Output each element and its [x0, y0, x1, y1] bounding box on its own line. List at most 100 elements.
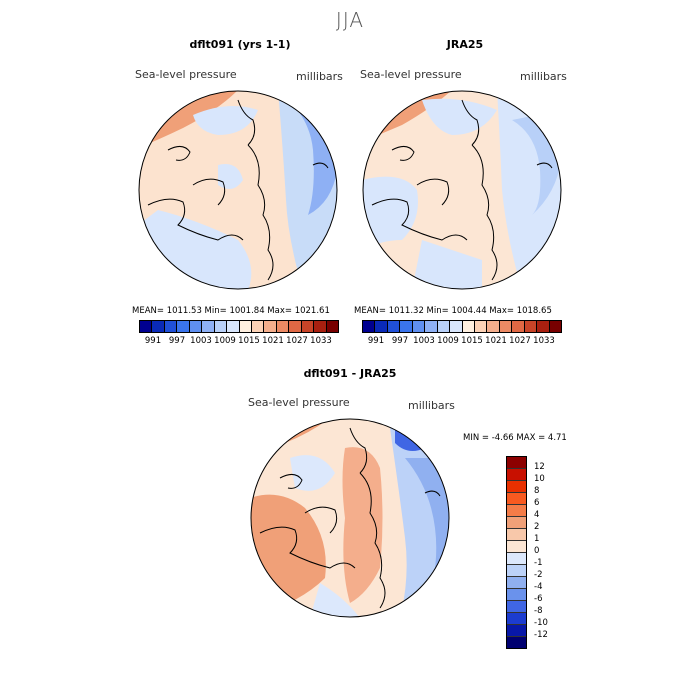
- diff-colorbar-swatch: [507, 505, 526, 517]
- model-colorbar-tick-label: 1027: [286, 336, 308, 346]
- diff-colorbar: [506, 456, 527, 649]
- obs-colorbar-swatch: [474, 321, 488, 332]
- diff-colorbar-tick-label: 12: [534, 462, 545, 472]
- obs-colorbar-swatch: [462, 321, 475, 332]
- model-panel-title: dflt091 (yrs 1-1): [189, 38, 291, 51]
- model-colorbar-tick-label: 1033: [310, 336, 332, 346]
- model-units-label: millibars: [296, 70, 343, 83]
- obs-colorbar-tick-label: 1027: [509, 336, 531, 346]
- obs-colorbar-tick-label: 991: [367, 336, 385, 346]
- obs-colorbar-tick-label: 1015: [461, 336, 483, 346]
- diff-stats: MIN = -4.66 MAX = 4.71: [463, 433, 567, 443]
- diff-positive-region-center: [342, 447, 383, 603]
- obs-colorbar-swatch: [537, 321, 550, 332]
- model-colorbar-ticks: 991 997 1003 1009 1015 1021 1027 1033: [141, 336, 333, 346]
- obs-colorbar-swatch: [387, 321, 401, 332]
- obs-colorbar-swatch: [512, 321, 525, 332]
- diff-colorbar-swatch: [507, 529, 526, 541]
- obs-colorbar-tick-label: 1021: [485, 336, 507, 346]
- diff-colorbar-tick-label: 4: [534, 510, 540, 520]
- model-coastlines: [147, 99, 329, 281]
- obs-colorbar-swatch: [549, 321, 561, 332]
- model-colorbar-swatch: [314, 321, 327, 332]
- obs-units-label: millibars: [520, 70, 567, 83]
- model-colorbar-tick-label: 991: [144, 336, 162, 346]
- obs-low-region-south: [412, 240, 482, 289]
- model-colorbar-swatch: [189, 321, 203, 332]
- diff-polar-map: [250, 418, 450, 618]
- model-low-region-center: [218, 164, 243, 189]
- diff-coastlines: [259, 427, 441, 609]
- model-colorbar-tick-label: 1015: [238, 336, 260, 346]
- obs-colorbar-swatch: [487, 321, 500, 332]
- obs-colorbar-swatch: [363, 321, 376, 332]
- obs-colorbar-tick-label: 1009: [437, 336, 459, 346]
- diff-variable-label: Sea-level pressure: [248, 396, 350, 409]
- diff-colorbar-swatch: [507, 565, 526, 577]
- diff-colorbar-swatch: [507, 577, 526, 589]
- diff-map-border: [250, 418, 450, 618]
- obs-colorbar-tick-label: 1033: [533, 336, 555, 346]
- model-colorbar-swatch: [301, 321, 315, 332]
- model-colorbar-tick-label: 997: [168, 336, 186, 346]
- model-variable-label: Sea-level pressure: [135, 68, 237, 81]
- diff-colorbar-swatch: [507, 625, 526, 637]
- diff-colorbar-swatch: [507, 553, 526, 565]
- model-colorbar-swatch: [140, 321, 153, 332]
- diff-colorbar-swatch: [507, 457, 526, 469]
- obs-variable-label: Sea-level pressure: [360, 68, 462, 81]
- obs-panel-title: JRA25: [446, 38, 484, 51]
- model-colorbar-swatch: [164, 321, 178, 332]
- diff-panel-title: dflt091 - JRA25: [303, 367, 397, 380]
- diff-colorbar-tick-label: -1: [534, 558, 543, 568]
- obs-stats: MEAN= 1011.32 Min= 1004.44 Max= 1018.65: [354, 306, 552, 316]
- model-map-border: [138, 90, 338, 290]
- diff-colorbar-tick-label: -4: [534, 582, 543, 592]
- model-colorbar-swatch: [214, 321, 228, 332]
- model-colorbar-swatch: [239, 321, 252, 332]
- obs-colorbar-swatch: [412, 321, 426, 332]
- obs-colorbar-swatch: [375, 321, 388, 332]
- diff-colorbar-tick-label: -6: [534, 594, 543, 604]
- diff-negative-region-south: [310, 583, 360, 617]
- model-colorbar: [139, 320, 339, 333]
- diff-colorbar-swatch: [507, 589, 526, 601]
- obs-map-border: [362, 90, 562, 290]
- model-colorbar-swatch: [264, 321, 277, 332]
- diff-colorbar-tick-label: -8: [534, 606, 543, 616]
- obs-colorbar-swatch: [437, 321, 451, 332]
- obs-low-region-west: [363, 176, 418, 250]
- model-colorbar-swatch: [251, 321, 265, 332]
- model-colorbar-swatch: [326, 321, 338, 332]
- obs-polar-map: [362, 90, 562, 290]
- diff-colorbar-tick-label: 2: [534, 522, 540, 532]
- model-colorbar-tick-label: 1021: [262, 336, 284, 346]
- obs-colorbar-tick-label: 997: [391, 336, 409, 346]
- obs-colorbar-tick-label: 1003: [413, 336, 435, 346]
- diff-colorbar-tick-label: -10: [534, 618, 548, 628]
- model-colorbar-swatch: [289, 321, 302, 332]
- obs-coastlines: [371, 99, 553, 281]
- diff-colorbar-swatch: [507, 469, 526, 481]
- diff-colorbar-swatch: [507, 541, 526, 553]
- diff-colorbar-swatch: [507, 481, 526, 493]
- diff-colorbar-swatch: [507, 637, 526, 648]
- diff-colorbar-tick-label: 6: [534, 498, 540, 508]
- season-title: JJA: [335, 8, 365, 32]
- diff-colorbar-tick-label: 10: [534, 474, 545, 484]
- model-colorbar-tick-label: 1009: [214, 336, 236, 346]
- obs-colorbar-ticks: 991 997 1003 1009 1015 1021 1027 1033: [364, 336, 556, 346]
- obs-colorbar-swatch: [499, 321, 513, 332]
- model-colorbar-swatch: [227, 321, 240, 332]
- model-colorbar-swatch: [177, 321, 190, 332]
- diff-colorbar-tick-label: 1: [534, 534, 540, 544]
- model-colorbar-swatch: [202, 321, 215, 332]
- obs-colorbar-swatch: [400, 321, 413, 332]
- diff-colorbar-tick-label: -12: [534, 630, 548, 640]
- diff-colorbar-swatch: [507, 613, 526, 625]
- model-colorbar-swatch: [276, 321, 290, 332]
- model-stats: MEAN= 1011.53 Min= 1001.84 Max= 1021.61: [132, 306, 330, 316]
- diff-units-label: millibars: [408, 399, 455, 412]
- obs-colorbar-swatch: [450, 321, 463, 332]
- diff-colorbar-tick-label: 0: [534, 546, 540, 556]
